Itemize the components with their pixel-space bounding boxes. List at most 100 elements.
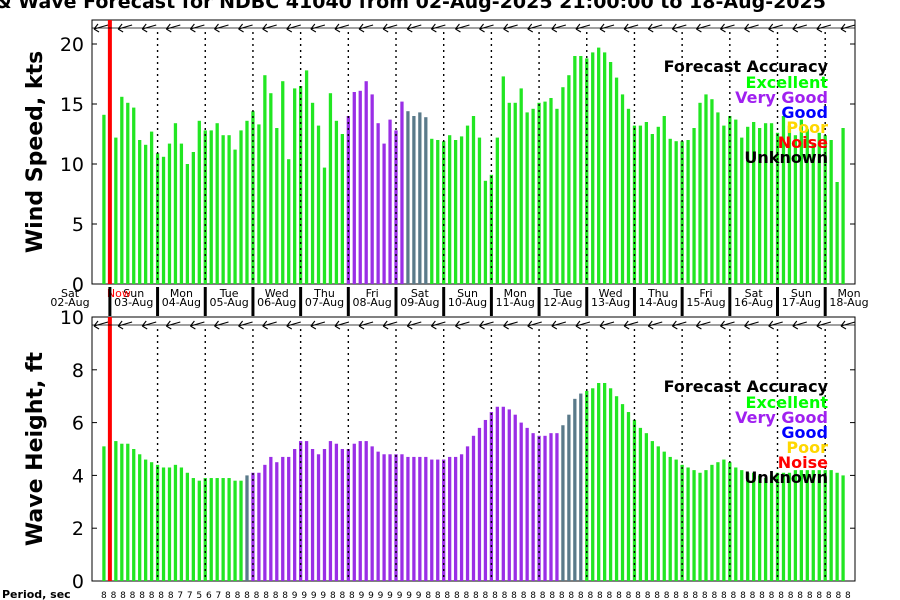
direction-arrow (623, 23, 639, 33)
data-bar (811, 143, 815, 284)
day-date-label: 10-Aug (448, 296, 487, 309)
day-of-week-label: Fri (699, 287, 712, 300)
period-value: 9 (320, 591, 326, 600)
direction-arrow (238, 320, 253, 330)
data-bar (543, 101, 547, 284)
direction-arrow (527, 320, 542, 330)
period-value: 8 (645, 591, 651, 600)
direction-arrow (214, 320, 229, 330)
data-bar (388, 119, 392, 284)
data-bar (716, 112, 720, 285)
period-value: 8 (683, 591, 689, 600)
data-bar (459, 136, 464, 284)
period-value: 8 (568, 591, 574, 600)
direction-arrow (599, 320, 615, 330)
data-bar (555, 433, 559, 581)
period-value: 8 (254, 591, 260, 600)
data-bar (573, 398, 577, 581)
data-bar (448, 456, 452, 581)
data-bar (507, 102, 511, 284)
data-bar (293, 88, 297, 285)
period-value: 8 (731, 591, 737, 600)
period-value: 8 (626, 591, 632, 600)
data-bar (579, 393, 583, 581)
data-bar (775, 132, 780, 284)
y-tick-label: 5 (72, 214, 84, 236)
data-bar (167, 143, 172, 284)
data-bar (239, 130, 243, 284)
data-bar (245, 120, 249, 284)
data-bar (793, 470, 798, 581)
day-date-label: 07-Aug (305, 296, 344, 309)
day-of-week-label: Mon (837, 287, 860, 300)
data-bar (316, 454, 321, 581)
data-bar (704, 94, 708, 285)
data-bar (132, 107, 136, 284)
data-bar (215, 478, 219, 581)
data-bar (537, 435, 541, 581)
day-of-week-label: Sun (123, 287, 144, 300)
data-bar (603, 52, 607, 285)
data-bar (692, 128, 696, 284)
data-bar (138, 454, 142, 581)
period-value: 8 (339, 591, 345, 600)
direction-arrow (768, 320, 783, 330)
data-bar (197, 480, 201, 581)
data-bar (352, 443, 356, 581)
direction-arrow (792, 320, 807, 330)
direction-arrow (599, 23, 615, 33)
data-bar (811, 470, 815, 581)
data-bar (275, 128, 279, 284)
period-value: 8 (587, 591, 593, 600)
data-bar (203, 478, 207, 581)
data-bar (430, 459, 434, 581)
legend-item: Good (781, 103, 828, 122)
data-bar (501, 76, 505, 285)
data-bar (632, 419, 637, 581)
direction-arrow (671, 320, 687, 330)
period-value: 8 (225, 591, 231, 600)
data-bar (185, 164, 190, 284)
day-date-label: 13-Aug (591, 296, 630, 309)
data-bar (126, 102, 130, 284)
data-bar (841, 475, 845, 581)
day-of-week-label: Wed (599, 287, 623, 300)
data-bar (531, 108, 535, 284)
data-bar (638, 125, 643, 284)
data-bar (561, 87, 565, 284)
period-value: 8 (807, 591, 813, 600)
data-bar (662, 451, 666, 581)
data-bar (126, 443, 130, 581)
data-bar (173, 123, 178, 284)
data-bar (549, 433, 553, 581)
period-value: 8 (111, 591, 117, 600)
direction-arrow (286, 320, 301, 330)
data-bar (328, 93, 333, 284)
data-bar (459, 454, 464, 581)
y-tick-label: 8 (72, 360, 84, 382)
period-value: 8 (273, 591, 279, 600)
period-value: 9 (397, 591, 403, 600)
day-of-week-label: Wed (265, 287, 289, 300)
direction-arrow (406, 23, 422, 33)
period-value: 8 (101, 591, 107, 600)
data-bar (382, 143, 386, 284)
data-bar (251, 111, 255, 284)
data-bar (722, 459, 726, 581)
data-bar (376, 451, 380, 581)
data-bar (561, 425, 565, 581)
data-bar (304, 70, 309, 285)
direction-arrow (816, 320, 832, 330)
data-bar (513, 414, 517, 581)
data-bar (394, 454, 398, 581)
direction-arrow (479, 320, 494, 330)
data-bar (626, 108, 631, 284)
day-date-label: 15-Aug (686, 296, 725, 309)
period-value: 7 (187, 591, 193, 600)
period-value: 8 (530, 591, 536, 600)
data-bar (191, 152, 195, 284)
period-value: 6 (206, 591, 212, 600)
period-label: Period, sec (2, 588, 71, 600)
legend-item: Very Good (735, 88, 828, 107)
